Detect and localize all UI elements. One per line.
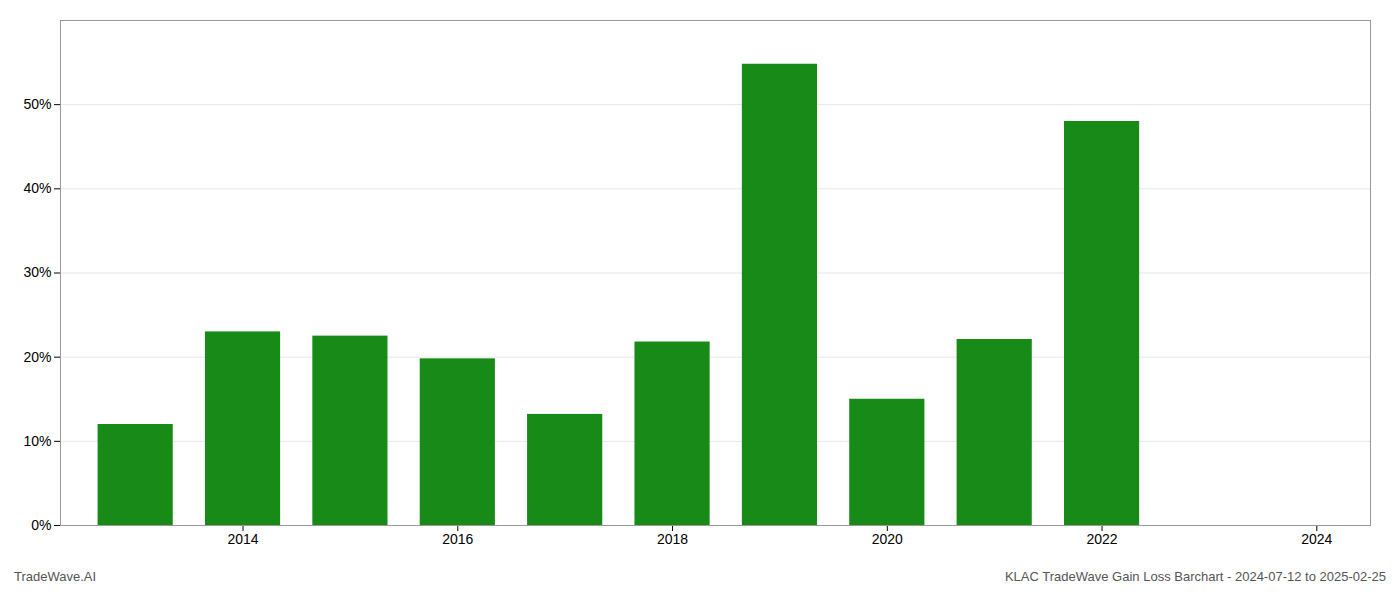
html-text:TradeWave.AI: TradeWave.AI: [14, 569, 97, 584]
svg-text:20%: 20%: [23, 349, 51, 365]
svg-text:2014: 2014: [227, 531, 258, 547]
svg-text:2024: 2024: [1301, 531, 1332, 547]
svg-text:2022: 2022: [1086, 531, 1117, 547]
svg-text:50%: 50%: [23, 96, 51, 112]
svg-text:40%: 40%: [23, 180, 51, 196]
svg-text:2018: 2018: [657, 531, 688, 547]
svg-text:2020: 2020: [872, 531, 903, 547]
svg-text:2016: 2016: [442, 531, 473, 547]
svg-text:30%: 30%: [23, 264, 51, 280]
html-text:KLAC TradeWave Gain Loss Barch: KLAC TradeWave Gain Loss Barchart - 2024…: [1004, 569, 1386, 584]
svg-text:10%: 10%: [23, 433, 51, 449]
svg-text:0%: 0%: [31, 517, 51, 533]
